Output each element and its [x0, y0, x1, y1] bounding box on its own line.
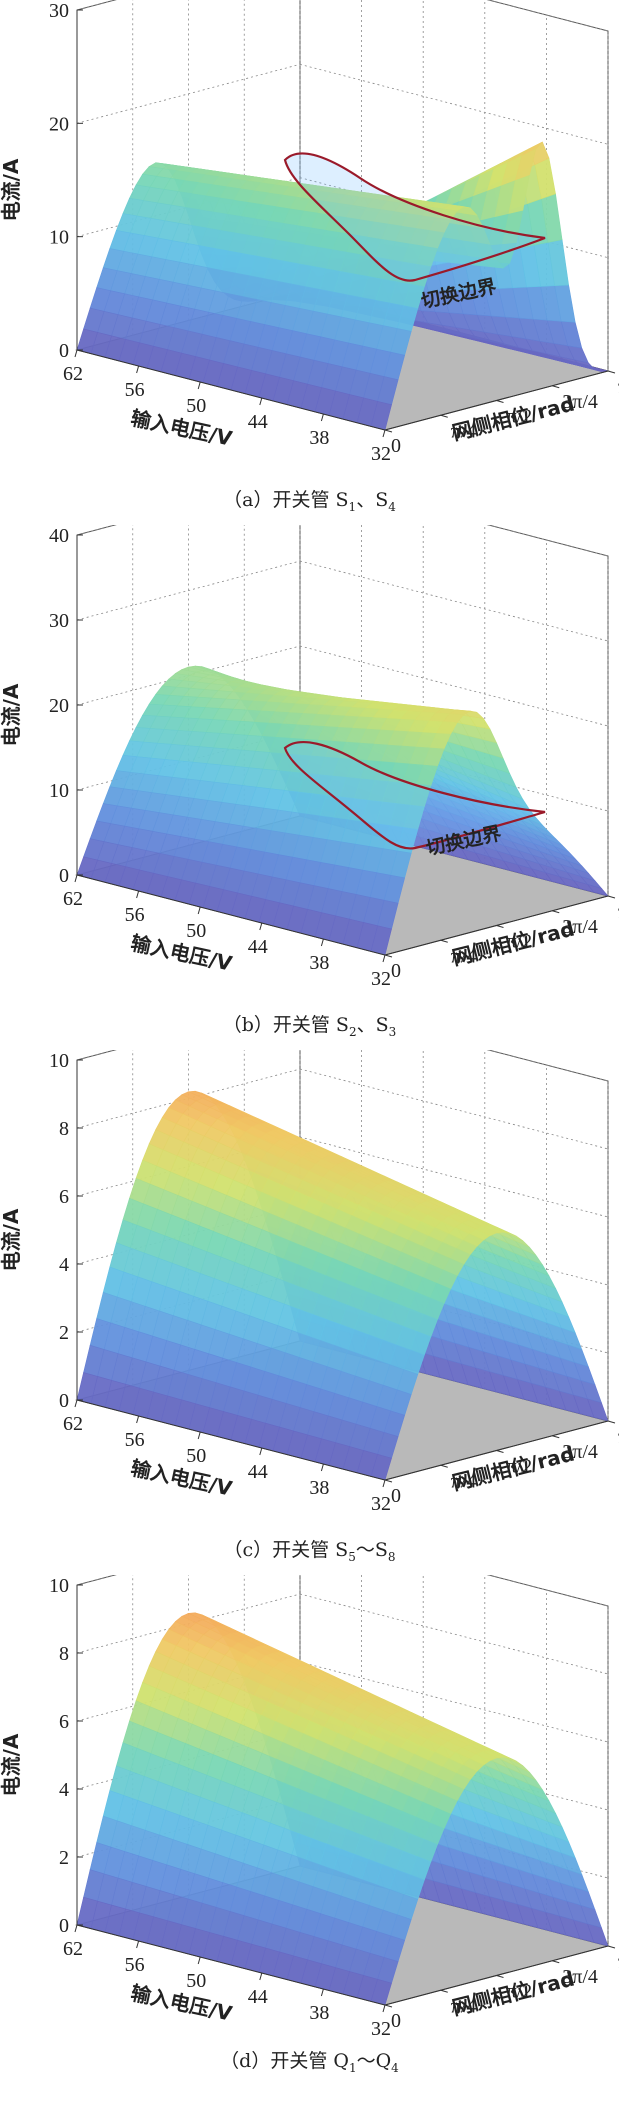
x-tick-label: 62	[63, 1938, 83, 1960]
z-tick-label: 4	[59, 1254, 69, 1276]
switching-boundary-outline	[283, 152, 546, 282]
x-tick-label: 50	[186, 1445, 206, 1467]
x-tick-label: 44	[248, 1986, 268, 2008]
figure-caption: （c）开关管 S5～S8	[223, 1539, 396, 1564]
y-tick-label: 3π/4	[562, 916, 598, 938]
z-tick-label: 20	[49, 695, 69, 717]
x-axis-label: 输入电压/V	[129, 406, 235, 451]
z-tick-label: 6	[59, 1186, 69, 1208]
y-tick-label: π/2	[507, 1981, 533, 2003]
y-tick-label: 3π/4	[562, 1966, 598, 1988]
x-tick-label: 56	[125, 1429, 145, 1451]
x-tick-label: 56	[125, 1954, 145, 1976]
y-tick-label: 3π/4	[562, 1441, 598, 1463]
y-tick-label: π/4	[451, 945, 477, 967]
y-tick-label: π/4	[451, 1470, 477, 1492]
z-tick-label: 30	[49, 610, 69, 632]
y-tick-label: π/4	[451, 420, 477, 442]
z-tick-label: 8	[59, 1643, 69, 1665]
z-tick-label: 8	[59, 1118, 69, 1140]
x-tick-label: 38	[309, 1477, 329, 1499]
surface-mesh	[76, 141, 609, 431]
z-tick-label: 2	[59, 1322, 69, 1344]
figure-caption: （d）开关管 Q1～Q4	[220, 2050, 399, 2075]
x-tick-label: 50	[186, 1970, 206, 1992]
x-tick-label: 32	[371, 1493, 391, 1515]
x-tick-label: 44	[248, 1461, 268, 1483]
z-tick-label: 10	[49, 1050, 69, 1072]
chart-panel-4: 02468106256504438320π/4π/23π/4π电流/A输入电压/…	[0, 1575, 619, 2100]
x-tick-label: 50	[186, 395, 206, 417]
chart-panel-3: 02468106256504438320π/4π/23π/4π电流/A输入电压/…	[0, 1050, 619, 1575]
z-tick-label: 10	[49, 227, 69, 249]
z-axis-label: 电流/A	[0, 1733, 23, 1796]
surface-mesh	[76, 1090, 609, 1481]
x-tick-label: 38	[309, 427, 329, 449]
x-tick-label: 32	[371, 968, 391, 990]
z-tick-label: 20	[49, 113, 69, 135]
surface-plot-3: 02468106256504438320π/4π/23π/4π电流/A输入电压/…	[0, 1050, 619, 1515]
surface-mesh	[76, 1612, 609, 2006]
z-axis-label: 电流/A	[0, 1208, 23, 1271]
z-tick-label: 0	[59, 865, 69, 887]
z-tick-label: 0	[59, 1390, 69, 1412]
x-tick-label: 50	[186, 920, 206, 942]
y-tick-label: π/2	[507, 1456, 533, 1478]
z-tick-label: 0	[59, 340, 69, 362]
z-tick-label: 10	[49, 780, 69, 802]
z-tick-label: 4	[59, 1779, 69, 1801]
surface-plot-1: 01020306256504438320π/4π/23π/4π电流/A输入电压/…	[0, 0, 619, 465]
y-tick-label: 0	[391, 1485, 401, 1507]
x-tick-label: 56	[125, 904, 145, 926]
z-tick-label: 6	[59, 1711, 69, 1733]
x-tick-label: 32	[371, 2018, 391, 2040]
z-tick-label: 2	[59, 1847, 69, 1869]
z-tick-label: 10	[49, 1575, 69, 1597]
x-axis-line	[76, 349, 386, 431]
x-axis-line	[76, 874, 386, 956]
x-tick-label: 44	[248, 936, 268, 958]
x-axis-line	[76, 1924, 386, 2006]
surface-plot-4: 02468106256504438320π/4π/23π/4π电流/A输入电压/…	[0, 1575, 619, 2040]
y-tick-label: 0	[391, 2010, 401, 2032]
x-tick-label: 62	[63, 363, 83, 385]
switching-boundary-outline	[283, 740, 546, 850]
x-tick-label: 62	[63, 1413, 83, 1435]
z-tick-label: 0	[59, 1915, 69, 1937]
y-tick-label: π/2	[507, 931, 533, 953]
y-tick-label: π/2	[507, 406, 533, 428]
x-axis-label: 输入电压/V	[129, 931, 235, 976]
z-tick-label: 40	[49, 525, 69, 547]
y-tick-label: 0	[391, 435, 401, 457]
y-tick-label: 3π/4	[562, 391, 598, 413]
x-axis-label: 输入电压/V	[129, 1456, 235, 1501]
z-tick-label: 30	[49, 0, 69, 22]
x-tick-label: 38	[309, 2002, 329, 2024]
z-axis-label: 电流/A	[0, 683, 23, 746]
chart-panel-1: 01020306256504438320π/4π/23π/4π电流/A输入电压/…	[0, 0, 619, 525]
x-tick-label: 38	[309, 952, 329, 974]
x-tick-label: 62	[63, 888, 83, 910]
chart-panel-2: 0102030406256504438320π/4π/23π/4π电流/A输入电…	[0, 525, 619, 1050]
figure-caption: （a）开关管 S1、S4	[223, 489, 396, 514]
x-axis-line	[76, 1399, 386, 1481]
surface-plot-2: 0102030406256504438320π/4π/23π/4π电流/A输入电…	[0, 525, 619, 990]
x-axis-label: 输入电压/V	[129, 1981, 235, 2026]
figure-caption: （b）开关管 S2、S3	[222, 1014, 397, 1039]
x-tick-label: 32	[371, 443, 391, 465]
x-tick-label: 56	[125, 379, 145, 401]
z-axis-label: 电流/A	[0, 158, 23, 221]
y-tick-label: 0	[391, 960, 401, 982]
x-tick-label: 44	[248, 411, 268, 433]
y-tick-label: π/4	[451, 1995, 477, 2017]
